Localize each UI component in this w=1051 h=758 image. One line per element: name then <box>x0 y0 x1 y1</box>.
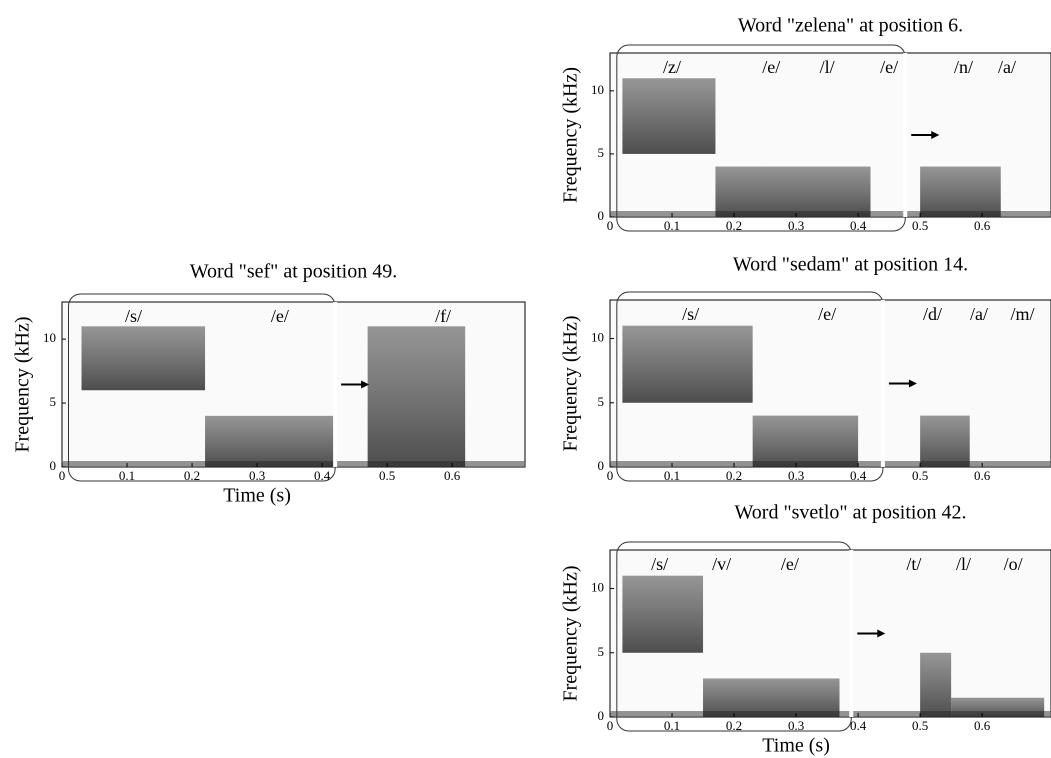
y-tick-label: 0 <box>50 458 57 473</box>
y-tick-label: 10 <box>591 330 604 345</box>
x-tick-label: 0.5 <box>379 468 395 483</box>
chart-title: Word "sef" at position 49. <box>190 261 397 283</box>
phoneme-label: /v/ <box>712 554 731 574</box>
energy-region <box>920 652 952 717</box>
energy-region <box>920 415 970 467</box>
chart-title: Word "svetlo" at position 42. <box>735 502 967 524</box>
x-tick-label: 0.4 <box>314 468 331 483</box>
x-tick-label: 0 <box>607 718 614 733</box>
arrow-head <box>908 379 917 388</box>
x-tick-label: 0.2 <box>726 218 742 233</box>
energy-region <box>622 78 716 154</box>
x-tick-label: 0.6 <box>974 218 991 233</box>
x-tick-label: 0.3 <box>249 468 265 483</box>
phoneme-label: /e/ <box>880 57 898 77</box>
x-tick-label: 0.4 <box>850 718 867 733</box>
y-tick-label: 5 <box>598 394 605 409</box>
y-tick-label: 0 <box>598 458 605 473</box>
x-tick-label: 0.6 <box>974 718 991 733</box>
x-axis-label: Time (s) <box>223 485 291 507</box>
x-tick-label: 0.4 <box>850 218 867 233</box>
energy-region <box>205 415 336 467</box>
phoneme-label: /a/ <box>998 57 1016 77</box>
y-tick-label: 10 <box>591 580 604 595</box>
x-tick-label: 0.3 <box>788 718 804 733</box>
phoneme-label: /e/ <box>818 304 836 324</box>
phoneme-label: /l/ <box>820 57 835 77</box>
phoneme-label: /t/ <box>906 554 921 574</box>
x-tick-label: 0.1 <box>664 468 680 483</box>
x-tick-label: 0.1 <box>119 468 135 483</box>
x-tick-label: 0 <box>607 468 614 483</box>
x-tick-label: 0.4 <box>850 468 867 483</box>
x-tick-label: 0.2 <box>184 468 200 483</box>
phoneme-label: /o/ <box>1004 554 1023 574</box>
x-tick-label: 0.2 <box>726 468 742 483</box>
y-tick-label: 0 <box>598 708 605 723</box>
chart-title: Word "sedam" at position 14. <box>733 254 968 276</box>
x-tick-label: 0.5 <box>912 218 928 233</box>
x-tick-label: 0.3 <box>788 218 804 233</box>
y-tick-label: 5 <box>50 394 57 409</box>
y-tick-label: 5 <box>598 145 605 160</box>
y-tick-label: 0 <box>598 208 605 223</box>
energy-region <box>752 415 859 467</box>
x-tick-label: 0.1 <box>664 718 680 733</box>
arrow-head <box>931 131 940 139</box>
energy-region <box>367 326 466 467</box>
phoneme-label: /d/ <box>923 304 942 324</box>
phoneme-label: /z/ <box>663 57 681 77</box>
energy-region <box>81 326 206 391</box>
x-tick-label: 0 <box>59 468 66 483</box>
phoneme-label: /e/ <box>271 306 289 326</box>
x-axis-label: Time (s) <box>762 735 830 757</box>
x-tick-label: 0.3 <box>788 468 804 483</box>
y-axis-label: Frequency (kHz) <box>12 316 34 452</box>
arrow-head <box>361 380 370 389</box>
energy-region <box>622 575 704 653</box>
energy-region <box>951 697 1045 717</box>
y-axis-label: Frequency (kHz) <box>560 67 582 203</box>
x-tick-label: 0.6 <box>974 468 991 483</box>
y-tick-label: 10 <box>591 82 604 97</box>
energy-region <box>622 325 753 403</box>
phoneme-label: /f/ <box>435 306 451 326</box>
x-tick-label: 0 <box>607 218 614 233</box>
x-tick-label: 0.2 <box>726 718 742 733</box>
phoneme-label: /s/ <box>651 554 668 574</box>
phoneme-label: /e/ <box>781 554 799 574</box>
x-tick-label: 0.1 <box>664 218 680 233</box>
x-tick-label: 0.5 <box>912 718 928 733</box>
x-tick-label: 0.5 <box>912 468 928 483</box>
phoneme-label: /m/ <box>1010 304 1034 324</box>
energy-region <box>920 166 1001 217</box>
y-tick-label: 10 <box>43 330 56 345</box>
y-axis-label: Frequency (kHz) <box>560 315 582 451</box>
phoneme-label: /a/ <box>970 304 988 324</box>
y-tick-label: 5 <box>598 644 605 659</box>
phoneme-label: /s/ <box>682 304 699 324</box>
phoneme-label: /l/ <box>956 554 971 574</box>
y-axis-label: Frequency (kHz) <box>560 565 582 701</box>
phoneme-label: /s/ <box>125 306 142 326</box>
x-tick-label: 0.6 <box>444 468 461 483</box>
energy-region <box>703 678 840 717</box>
phoneme-label: /e/ <box>762 57 780 77</box>
chart-title: Word "zelena" at position 6. <box>738 15 963 37</box>
arrow-head <box>877 629 886 638</box>
energy-region <box>715 166 871 217</box>
phoneme-label: /n/ <box>954 57 973 77</box>
